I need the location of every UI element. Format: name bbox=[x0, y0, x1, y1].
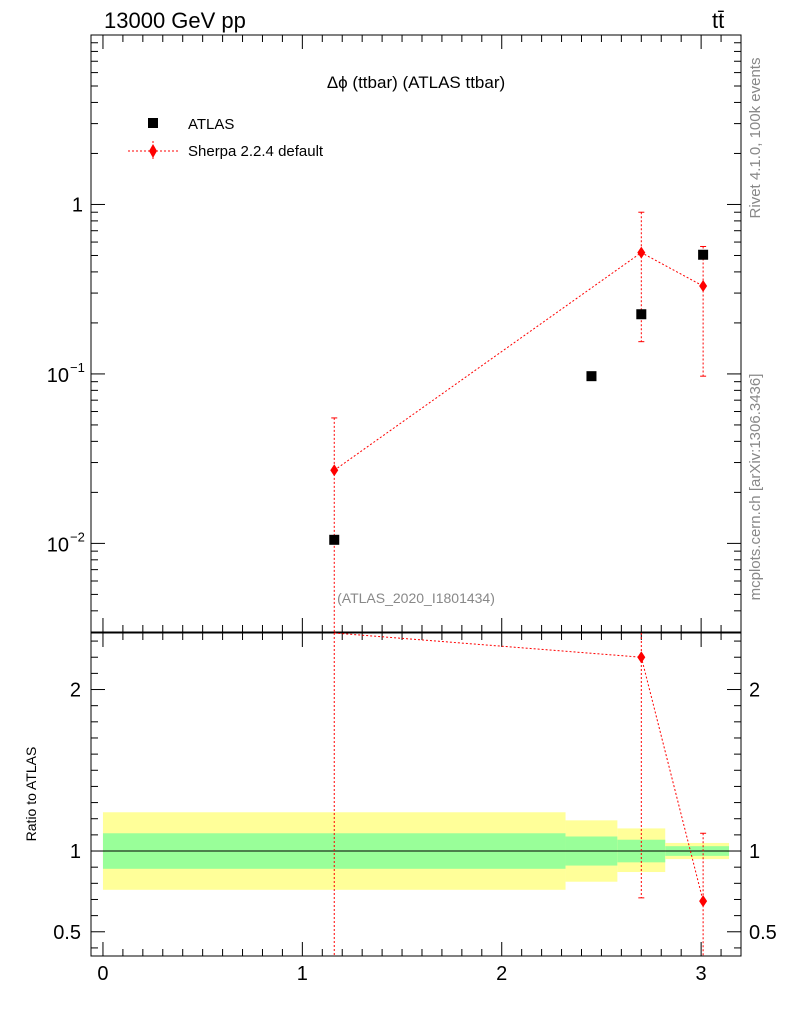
ratio-ytick-label-left: 0.5 bbox=[53, 922, 81, 944]
watermark: (ATLAS_2020_I1801434) bbox=[337, 590, 495, 606]
ratio-ytick-label-left: 2 bbox=[70, 680, 81, 702]
mcplots-label: mcplots.cern.ch [arXiv:1306.3436] bbox=[747, 374, 764, 601]
ratio-xtick-label: 0 bbox=[97, 963, 108, 985]
atlas-point bbox=[698, 249, 709, 260]
main-ytick-exp: −2 bbox=[70, 529, 85, 544]
header-left: 13000 GeV pp bbox=[104, 8, 246, 33]
ratio-sherpa-point bbox=[637, 651, 646, 664]
main-ytick-label: 10 bbox=[47, 365, 69, 387]
main-ytick-label: 10 bbox=[47, 534, 69, 556]
ratio-ylabel: Ratio to ATLAS bbox=[23, 747, 39, 842]
main-frame bbox=[90, 34, 742, 633]
legend-sherpa-marker bbox=[149, 144, 157, 158]
legend-atlas-label: ATLAS bbox=[188, 116, 234, 133]
main-ytick-label: 1 bbox=[72, 194, 83, 216]
atlas-point bbox=[329, 534, 340, 545]
ratio-ytick-label-right: 2 bbox=[749, 680, 760, 702]
ratio-sherpa-point bbox=[699, 895, 708, 908]
rivet-label: Rivet 4.1.0, 100k events bbox=[747, 58, 764, 219]
legend-atlas-marker bbox=[148, 118, 158, 128]
main-ytick-exp: −1 bbox=[70, 360, 85, 375]
ratio-frame bbox=[90, 632, 742, 957]
atlas-point bbox=[586, 371, 597, 382]
ratio-xtick-label: 3 bbox=[696, 963, 707, 985]
sherpa-point bbox=[637, 246, 646, 259]
sherpa-point bbox=[330, 464, 339, 477]
sherpa-line bbox=[333, 252, 704, 471]
ratio-ytick-label-right: 0.5 bbox=[749, 922, 777, 944]
chart-title: Δϕ (ttbar) (ATLAS ttbar) bbox=[327, 73, 505, 92]
atlas-point bbox=[636, 309, 647, 320]
ratio-ytick-label-left: 1 bbox=[70, 841, 81, 863]
header-right: tt̄ bbox=[712, 8, 725, 33]
ratio-xtick-label: 2 bbox=[496, 963, 507, 985]
legend: ATLAS Sherpa 2.2.4 default bbox=[128, 116, 324, 161]
ratio-ytick-label-right: 1 bbox=[749, 841, 760, 863]
ratio-xtick-label: 1 bbox=[297, 963, 308, 985]
legend-sherpa-label: Sherpa 2.2.4 default bbox=[188, 143, 324, 160]
sherpa-point bbox=[699, 280, 708, 293]
